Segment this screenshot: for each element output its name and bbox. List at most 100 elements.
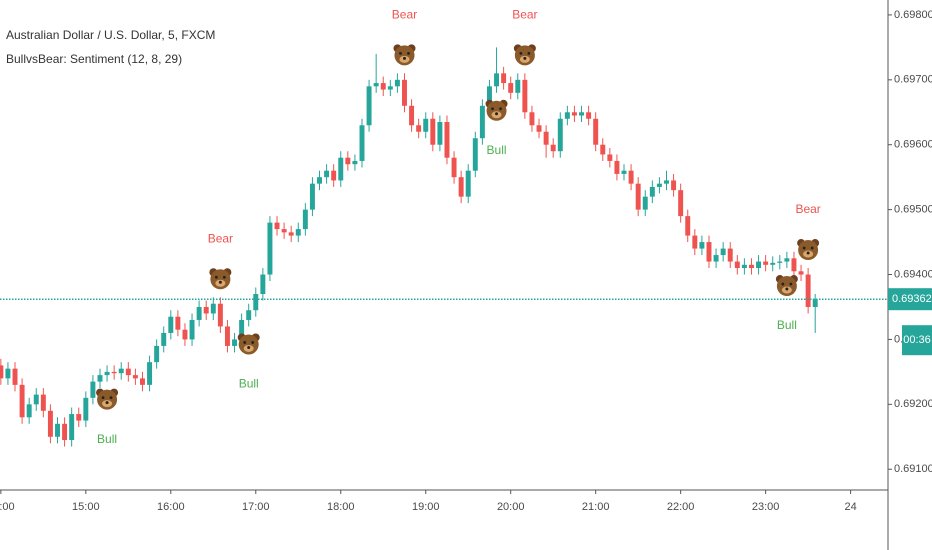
bear-eye [214, 275, 218, 279]
candle-body [621, 170, 627, 174]
candle-body [557, 118, 563, 152]
bear-eye [491, 107, 494, 111]
candle-body [0, 365, 4, 379]
countdown-label: 00:36 [903, 334, 931, 346]
candle-body [656, 183, 662, 187]
x-tick-label: 23:00 [752, 501, 780, 513]
candle-body [331, 170, 337, 181]
y-tick-label: 0.69500 [894, 204, 932, 216]
candle-body [798, 271, 804, 275]
candle-body [529, 112, 535, 126]
chart-title: Australian Dollar / U.S. Dollar, 5, FXCM [6, 28, 215, 42]
candle-body [267, 222, 273, 275]
candle-body [104, 371, 110, 376]
candle-body [465, 170, 471, 197]
bull-label: Bull [97, 432, 117, 446]
candle-body [713, 255, 719, 262]
x-tick-label: 15:00 [72, 501, 100, 513]
candle-body [161, 332, 167, 346]
x-tick-label: 21:00 [582, 501, 610, 513]
candle-body [734, 261, 740, 269]
y-tick-label: 0.69200 [894, 398, 932, 410]
bear-eye [222, 275, 226, 279]
candle-body [359, 125, 365, 161]
x-tick-label: 22:00 [667, 501, 695, 513]
candle-body [607, 154, 613, 161]
bear-nose [247, 345, 251, 349]
candle-body [579, 112, 584, 116]
price-label: 0.69362 [892, 293, 932, 305]
y-tick-label: 0.69400 [894, 268, 932, 280]
candle-body [147, 362, 153, 385]
candle-body [486, 86, 492, 106]
candle-body [777, 261, 783, 263]
candle-body [154, 345, 160, 363]
candle-body [550, 144, 556, 152]
bear-eye [499, 107, 502, 111]
candle-body [111, 371, 117, 374]
candle-body [217, 303, 223, 327]
bear-icon [209, 268, 232, 290]
candle-body [69, 414, 75, 441]
candle-body [571, 112, 577, 116]
price-label-box [888, 288, 932, 311]
candle-body [324, 170, 330, 178]
candle-body [281, 229, 287, 233]
candle-body [380, 83, 386, 90]
candle-body [642, 196, 648, 210]
candle-body [416, 125, 422, 132]
candle-body [756, 261, 762, 269]
bear-nose [785, 287, 789, 291]
candle-body [90, 381, 96, 398]
y-tick-label: 0.69600 [894, 139, 932, 151]
candle-body [409, 105, 415, 126]
bear-face [97, 389, 118, 410]
candle-body [366, 86, 372, 126]
candle-body [62, 423, 68, 441]
bear-eye [802, 246, 806, 250]
candle-body [19, 384, 25, 418]
bull-label: Bull [487, 143, 507, 157]
candle-body [352, 160, 358, 165]
candle-body [791, 258, 797, 272]
bear-eye [251, 341, 255, 344]
countdown-box [902, 325, 932, 356]
candle-body [508, 83, 514, 93]
bear-eye [243, 341, 247, 344]
x-tick-label: 14:00 [0, 501, 15, 513]
bear-label: Bear [795, 202, 820, 216]
bear-icon [96, 388, 119, 410]
candle-body [345, 157, 351, 165]
candle-body [55, 423, 60, 437]
candle-body [224, 326, 230, 346]
candle-body [451, 157, 457, 178]
bear-eye [109, 396, 113, 400]
candle-body [210, 303, 216, 314]
candle-body [239, 319, 245, 340]
candle-body [444, 122, 450, 158]
candle-body [309, 183, 315, 210]
x-tick-label: 16:00 [157, 501, 185, 513]
bear-icon [775, 275, 798, 297]
candle-body [763, 261, 769, 265]
bull-label: Bull [239, 377, 259, 391]
bear-label: Bear [392, 8, 417, 22]
candle-body [387, 86, 393, 90]
y-tick-label: 0.69800 [894, 9, 932, 21]
candle-body [437, 122, 443, 145]
y-tick-label: 0.69100 [894, 463, 932, 475]
bear-face [210, 269, 231, 290]
bear-face [776, 276, 797, 297]
candle-body [33, 394, 39, 405]
candle-body [288, 232, 294, 236]
candle-body [76, 414, 82, 421]
candle-body [564, 112, 570, 119]
candle-body [232, 339, 238, 346]
x-tick-label: 24 [844, 501, 856, 513]
candle-body [338, 157, 344, 181]
candle-body [47, 410, 53, 437]
bear-icon [513, 44, 536, 66]
candle-body [784, 258, 790, 262]
candle-body [402, 79, 407, 106]
